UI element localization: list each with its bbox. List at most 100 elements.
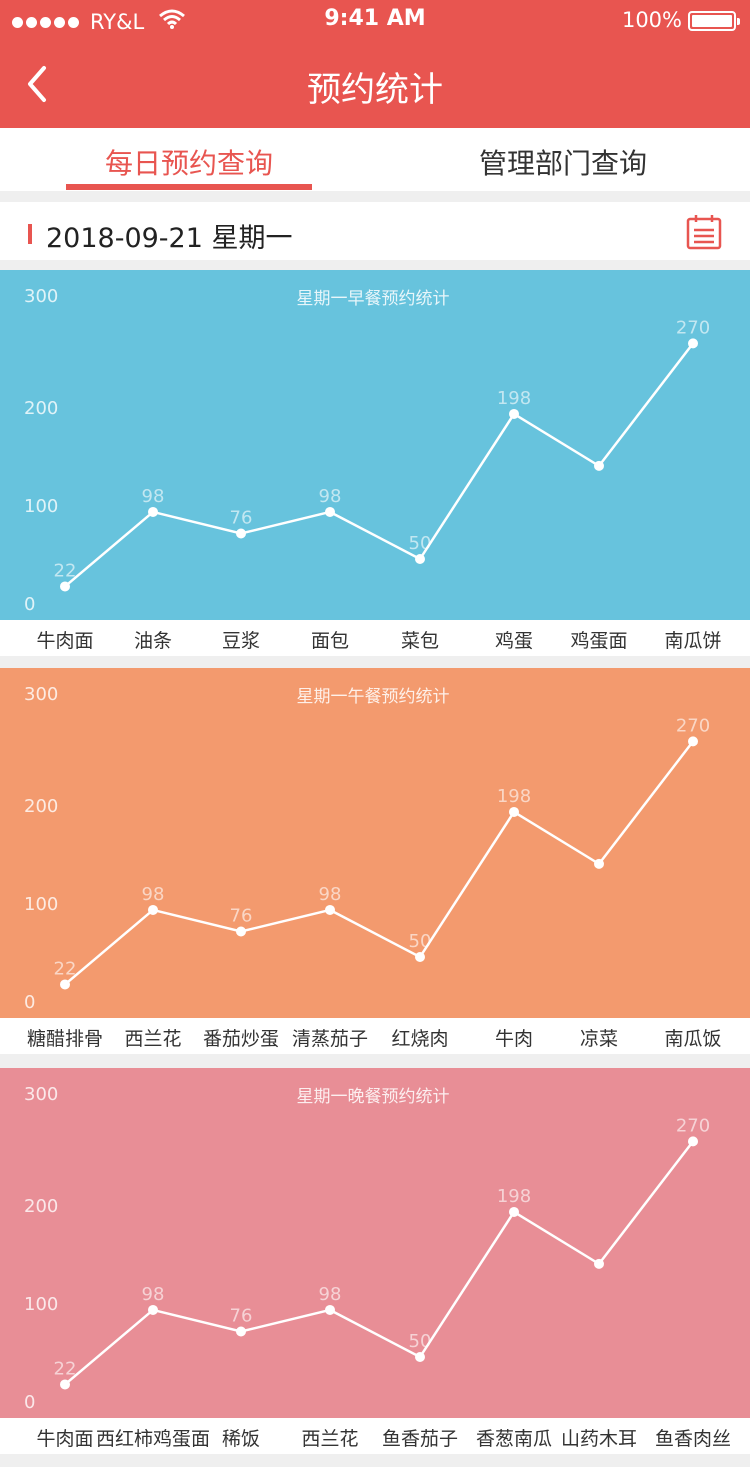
y-tick-label: 0: [24, 1392, 35, 1413]
data-point: [415, 952, 425, 962]
battery-percent: 100%: [621, 8, 682, 32]
category-label: 西红柿鸡蛋面: [95, 1428, 211, 1450]
data-label: 50: [409, 931, 432, 952]
data-label: 98: [319, 486, 342, 507]
data-label: 22: [54, 958, 77, 979]
data-point: [148, 904, 158, 915]
data-label: 50: [409, 1331, 432, 1352]
category-label: 鸡蛋: [494, 630, 534, 652]
category-label: 鸡蛋面: [570, 630, 628, 652]
page-title: 预约统计: [307, 70, 443, 110]
wifi-icon: [159, 9, 185, 29]
data-label: 198: [497, 388, 531, 409]
category-label: 鱼香茄子: [381, 1428, 459, 1450]
data-point: [148, 506, 158, 517]
tab-department-query[interactable]: 管理部门查询: [478, 147, 647, 180]
category-label: 西兰花: [124, 1028, 182, 1050]
data-label: 270: [676, 715, 710, 736]
category-label: 糖醋排骨: [26, 1028, 104, 1050]
data-point: [594, 1258, 604, 1269]
category-label: 油条: [133, 630, 173, 652]
battery-icon: [688, 11, 740, 31]
data-label: 76: [230, 1306, 253, 1327]
y-tick-label: 100: [24, 1294, 58, 1315]
y-tick-label: 300: [24, 1084, 58, 1105]
data-point: [148, 1304, 158, 1315]
chart-svg: 星期一早餐预约统计 300 200 100 0 22 98 76 98 50 198 270: [0, 270, 750, 620]
data-label: 198: [497, 1186, 531, 1207]
data-point: [415, 554, 425, 564]
calendar-icon[interactable]: [686, 214, 722, 250]
category-label: 香葱南瓜: [475, 1428, 553, 1450]
chart-background: [0, 668, 750, 1018]
data-point: [60, 979, 70, 990]
data-label: 98: [319, 1284, 342, 1305]
chart-background: [0, 270, 750, 620]
chart-background: [0, 1068, 750, 1418]
data-label: 198: [497, 786, 531, 807]
y-tick-label: 100: [24, 496, 58, 517]
series-line: [64, 342, 694, 588]
chart-title: 星期一午餐预约统计: [297, 687, 450, 707]
y-tick-label: 200: [24, 398, 58, 419]
data-point: [594, 460, 604, 471]
data-label: 98: [142, 884, 165, 905]
category-label: 豆浆: [221, 630, 261, 652]
tab-bar: 每日预约查询 管理部门查询: [0, 128, 750, 191]
data-label: 76: [230, 508, 253, 529]
data-point: [325, 506, 335, 517]
status-bar: RY&L 9:41 AM 100%: [0, 0, 750, 40]
y-tick-label: 200: [24, 1196, 58, 1217]
category-label: 牛肉面: [36, 1428, 94, 1450]
category-label: 西兰花: [301, 1428, 359, 1450]
dinner-chart: 星期一晚餐预约统计 300 200 100 0 22 98 76 98 50 198 270 牛肉面 西红…: [0, 1068, 750, 1454]
data-point: [60, 1379, 70, 1390]
category-label: 番茄炒蛋: [202, 1028, 280, 1050]
breakfast-chart: 星期一早餐预约统计 300 200 100 0 22 98 76 98 50 198 270 牛肉面 油条…: [0, 270, 750, 656]
data-point: [509, 408, 519, 419]
carrier-label: RY&L: [90, 10, 145, 34]
category-label: 南瓜饭: [664, 1028, 722, 1050]
data-point: [688, 736, 698, 747]
y-tick-label: 100: [24, 894, 58, 915]
y-tick-label: 300: [24, 684, 58, 705]
category-label: 稀饭: [221, 1428, 261, 1450]
chart-title: 星期一早餐预约统计: [297, 289, 450, 309]
date-marker: [28, 224, 32, 244]
date-bar: 2018-09-21 星期一: [0, 202, 750, 260]
category-label: 鱼香肉丝: [654, 1428, 732, 1450]
data-point: [60, 581, 70, 592]
data-label: 22: [54, 1358, 77, 1379]
current-date: 2018-09-21 星期一: [46, 223, 293, 254]
data-label: 98: [142, 1284, 165, 1305]
tab-daily-query[interactable]: 每日预约查询: [104, 147, 273, 180]
status-time: 9:41 AM: [324, 6, 426, 31]
category-label: 红烧肉: [391, 1028, 449, 1050]
category-label: 南瓜饼: [664, 630, 722, 652]
signal-indicator: RY&L: [12, 10, 144, 34]
back-arrow-icon[interactable]: [20, 62, 60, 106]
active-tab-indicator: [66, 184, 312, 190]
data-label: 50: [409, 533, 432, 554]
series-line: [64, 740, 694, 986]
category-axis: 牛肉面 西红柿鸡蛋面 稀饭 西兰花 鱼香茄子 香葱南瓜 山药木耳 鱼香肉丝: [0, 1418, 750, 1454]
data-point: [594, 858, 604, 869]
lunch-chart: 星期一午餐预约统计 300 200 100 0 22 98 76 98 50 198 270 糖醋排骨西…: [0, 668, 750, 1054]
data-point: [415, 1352, 425, 1362]
data-point: [325, 904, 335, 915]
category-label: 清蒸茄子: [291, 1028, 369, 1050]
data-point: [688, 338, 698, 349]
category-label: 山药木耳: [560, 1428, 638, 1450]
data-point: [325, 1304, 335, 1315]
data-label: 270: [676, 1115, 710, 1136]
data-label: 98: [142, 486, 165, 507]
chart-svg: 星期一晚餐预约统计 300 200 100 0 22 98 76 98 50 198 270: [0, 1068, 750, 1418]
data-label: 98: [319, 884, 342, 905]
series-line: [64, 1140, 694, 1386]
category-label: 牛肉: [494, 1028, 534, 1050]
category-label: 面包: [310, 630, 350, 652]
data-point: [236, 1326, 246, 1337]
data-label: 76: [230, 906, 253, 927]
data-point: [509, 1206, 519, 1217]
y-tick-label: 300: [24, 286, 58, 307]
